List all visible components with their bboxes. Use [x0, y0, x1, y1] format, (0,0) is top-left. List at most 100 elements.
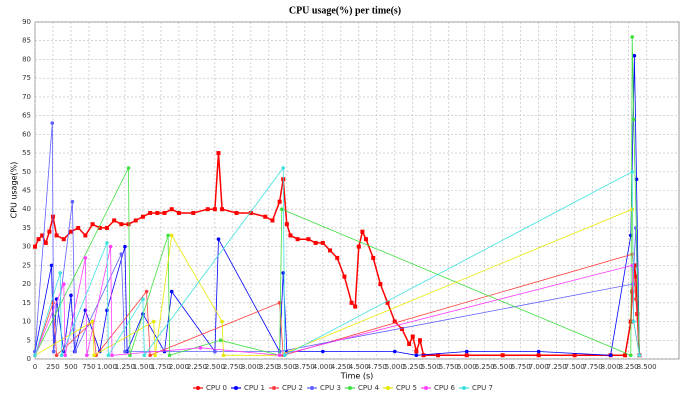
marker	[234, 210, 239, 215]
marker	[356, 244, 361, 249]
y-tick-label: 30	[22, 243, 31, 251]
x-tick-label: 5.250	[403, 363, 423, 371]
x-tick-label: 3.000	[241, 363, 261, 371]
legend-label: CPU 4	[358, 384, 379, 392]
marker	[628, 233, 633, 238]
marker	[220, 207, 225, 212]
marker	[97, 225, 102, 230]
marker	[176, 210, 181, 215]
marker	[112, 218, 117, 223]
marker	[277, 199, 282, 204]
marker	[162, 210, 167, 215]
marker	[141, 297, 145, 301]
marker	[634, 177, 639, 182]
marker	[47, 229, 52, 234]
marker	[282, 353, 287, 358]
marker	[313, 240, 318, 245]
marker	[108, 244, 113, 249]
marker	[63, 353, 68, 358]
legend-label: CPU 2	[282, 384, 303, 392]
x-tick-label: 7.750	[583, 363, 603, 371]
marker	[83, 256, 88, 260]
marker	[106, 353, 111, 358]
marker	[421, 353, 426, 358]
marker	[155, 210, 160, 215]
marker	[205, 207, 210, 212]
marker	[280, 207, 284, 212]
marker	[328, 248, 333, 253]
marker	[414, 353, 419, 358]
legend-swatch	[234, 386, 238, 390]
marker	[632, 53, 637, 58]
marker	[363, 237, 368, 242]
x-tick-label: 5.500	[421, 363, 441, 371]
marker	[263, 214, 268, 219]
marker	[49, 263, 54, 268]
legend-label: CPU 5	[396, 384, 417, 392]
marker	[248, 210, 253, 215]
marker	[306, 237, 311, 242]
legend-label: CPU 6	[434, 384, 455, 392]
legend-swatch	[462, 386, 466, 390]
marker	[572, 353, 577, 358]
marker	[105, 241, 109, 245]
legend-swatch	[424, 386, 428, 390]
x-tick-label: 7.250	[547, 363, 567, 371]
x-tick-label: 2.500	[205, 363, 225, 371]
x-tick-label: 4.750	[367, 363, 387, 371]
y-tick-label: 55	[22, 149, 31, 157]
legend-swatch	[386, 386, 390, 390]
legend-label: CPU 7	[472, 384, 493, 392]
marker	[399, 327, 404, 332]
marker	[140, 214, 145, 219]
y-tick-label: 10	[22, 318, 31, 326]
marker	[385, 300, 390, 305]
y-axis-label: CPU usage(%)	[10, 162, 19, 219]
x-tick-label: 500	[64, 363, 77, 371]
marker	[630, 289, 635, 294]
marker	[83, 308, 88, 313]
marker	[270, 218, 275, 223]
x-tick-label: 1.500	[133, 363, 153, 371]
x-tick-label: 6.000	[457, 363, 477, 371]
marker	[608, 353, 613, 358]
x-tick-label: 1.250	[115, 363, 135, 371]
marker	[288, 233, 293, 238]
y-tick-label: 90	[22, 18, 31, 26]
marker	[392, 349, 397, 354]
x-axis-label: Time (s)	[340, 372, 374, 381]
marker	[153, 353, 157, 358]
marker	[360, 229, 365, 234]
marker	[284, 222, 289, 227]
marker	[295, 237, 300, 242]
x-tick-label: 7.000	[529, 363, 549, 371]
y-tick-label: 65	[22, 112, 31, 120]
marker	[277, 301, 282, 305]
marker	[378, 282, 383, 287]
marker	[58, 271, 62, 275]
marker	[51, 349, 56, 354]
marker	[417, 338, 422, 343]
chart-title: CPU usage(%) per time(s)	[289, 5, 401, 16]
x-tick-label: 3.250	[259, 363, 279, 371]
marker	[335, 255, 340, 260]
marker	[50, 121, 55, 125]
marker	[216, 237, 221, 241]
marker	[320, 240, 325, 245]
x-tick-label: 2.750	[223, 363, 243, 371]
y-tick-label: 35	[22, 224, 31, 232]
y-tick-label: 15	[22, 299, 31, 307]
x-tick-label: 2.000	[169, 363, 189, 371]
x-tick-label: 6.250	[475, 363, 495, 371]
x-tick-label: 2.250	[187, 363, 207, 371]
x-tick-label: 4.500	[349, 363, 369, 371]
marker	[169, 233, 174, 238]
marker	[630, 35, 635, 39]
series-line	[34, 55, 640, 356]
marker	[218, 338, 223, 343]
marker	[633, 274, 638, 279]
marker	[144, 289, 149, 294]
series-line	[34, 166, 640, 357]
marker	[169, 289, 174, 294]
